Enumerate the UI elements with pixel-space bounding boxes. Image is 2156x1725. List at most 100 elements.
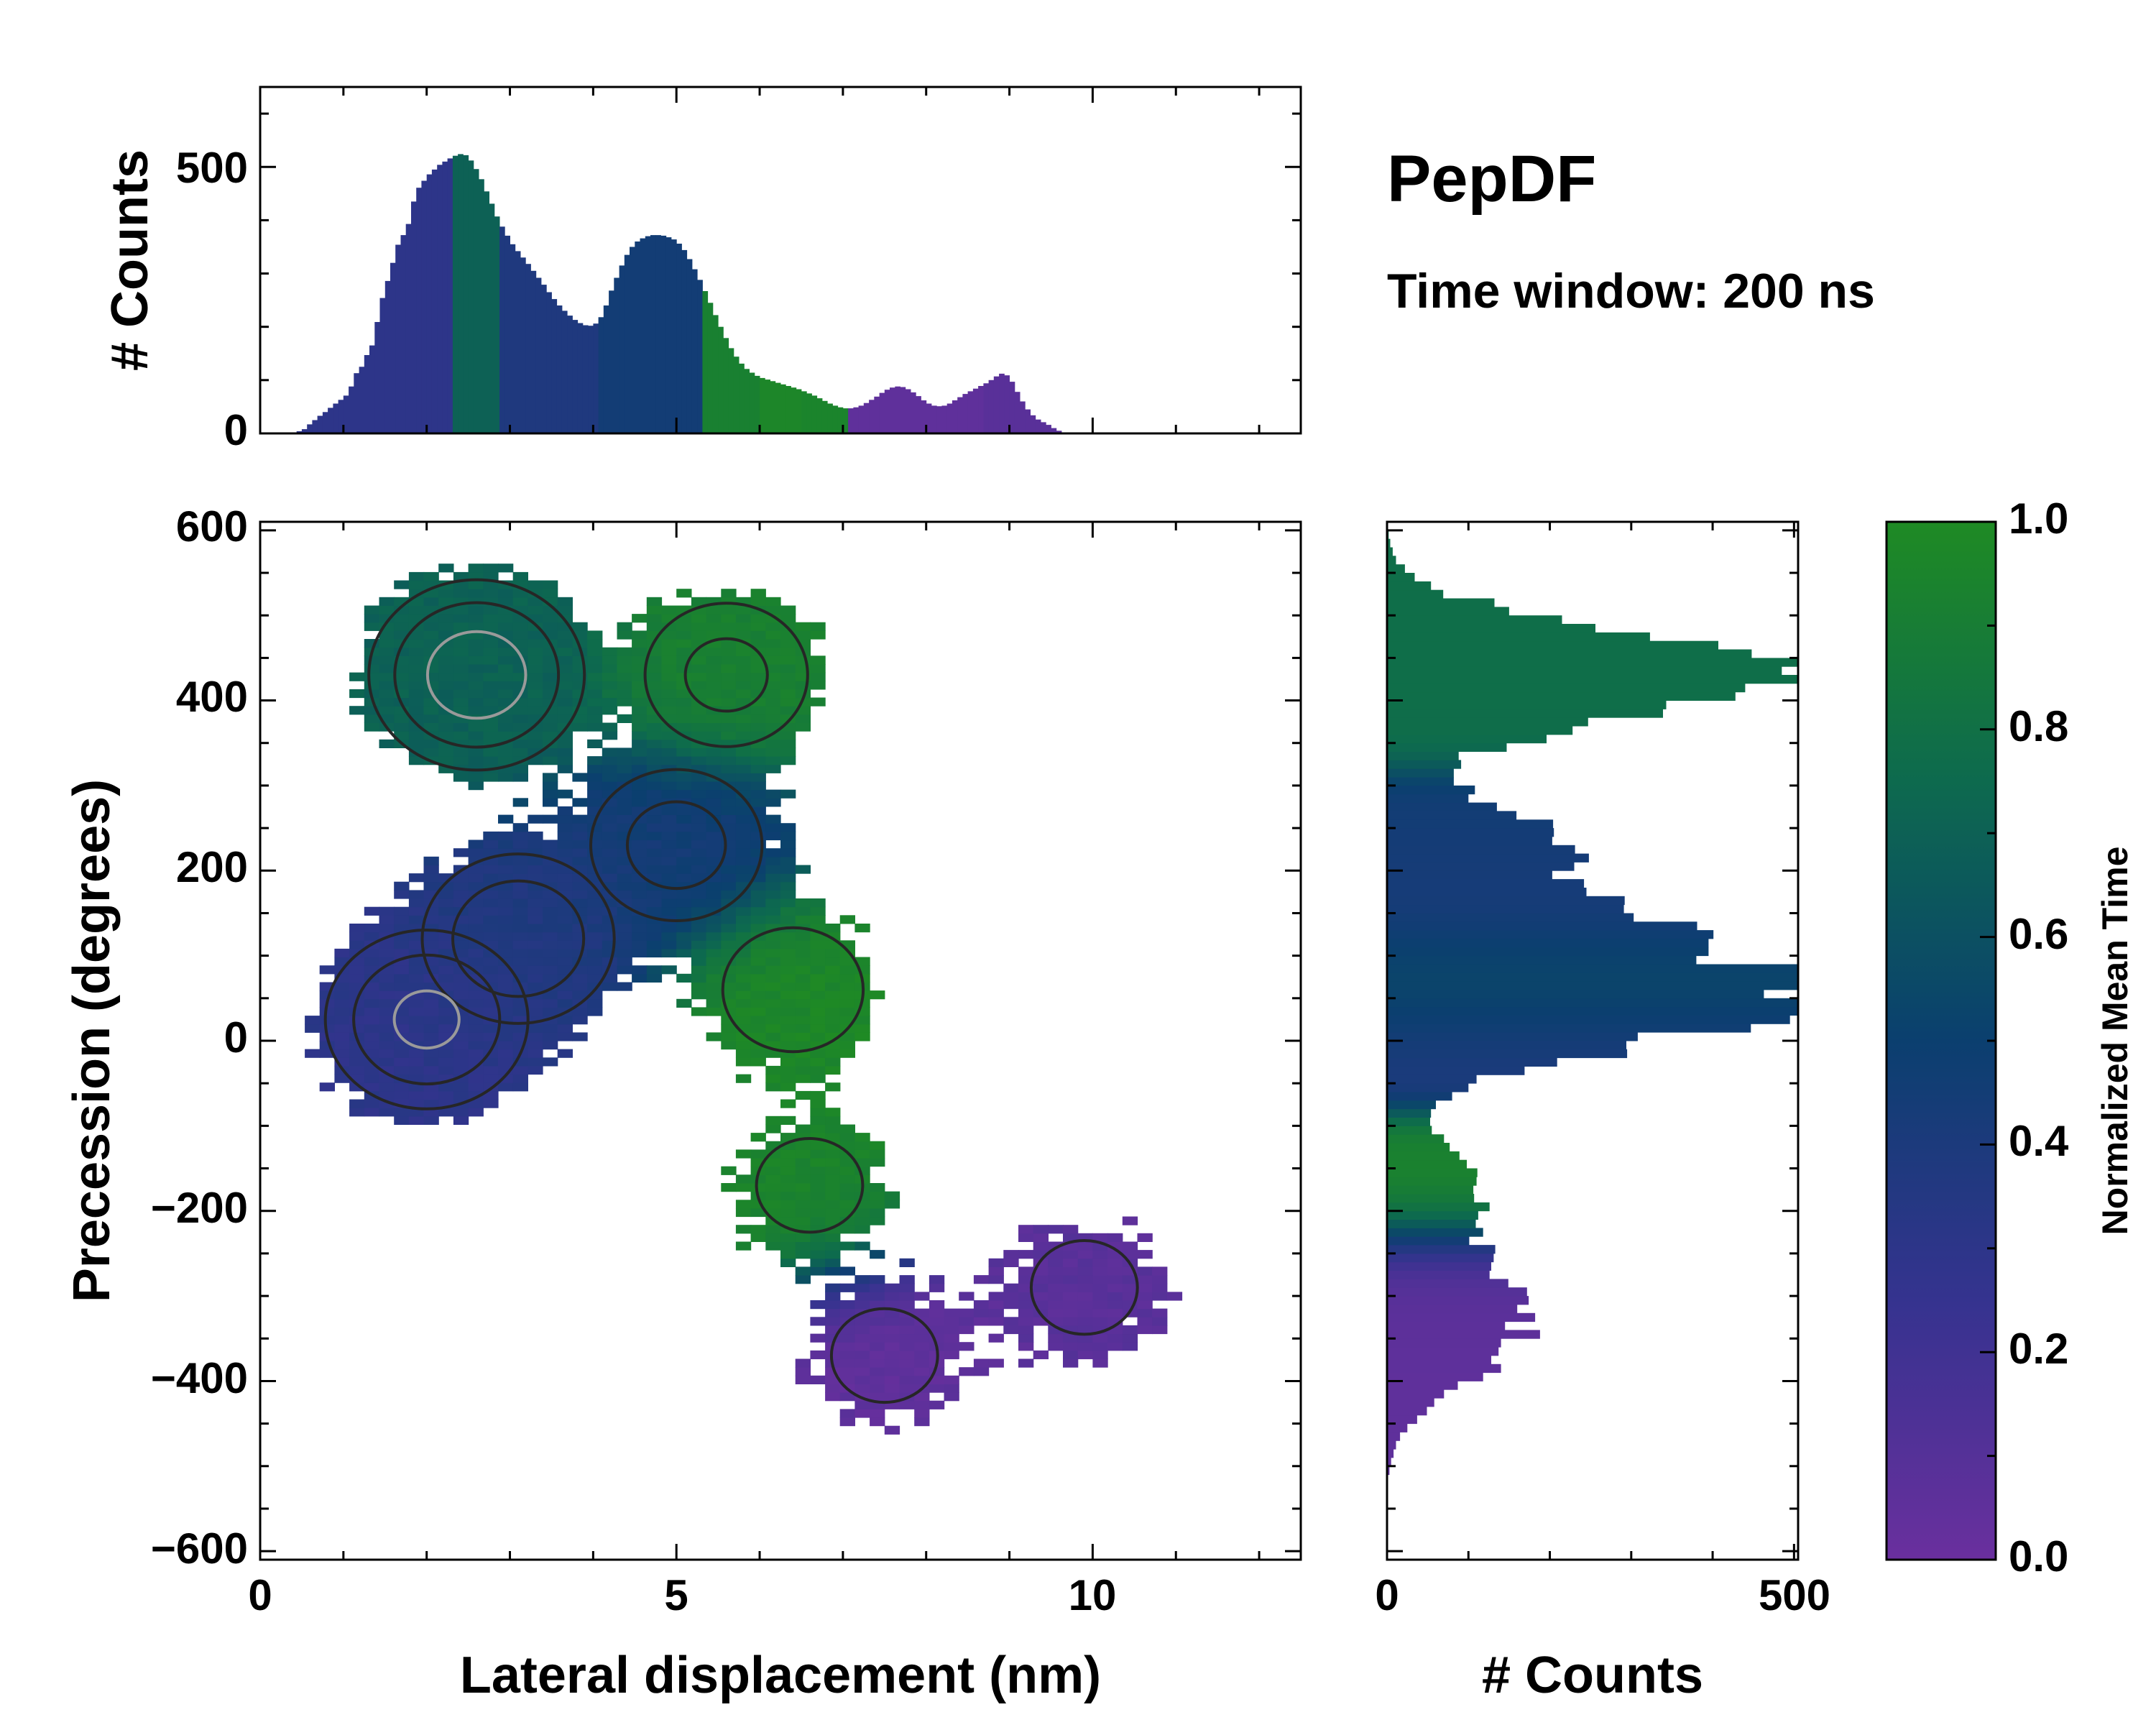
heatmap-cell xyxy=(735,1032,752,1041)
top-histogram-bar xyxy=(411,201,417,433)
right-histogram-bar xyxy=(1387,1245,1496,1254)
heatmap-cell xyxy=(721,647,737,656)
heatmap-cell xyxy=(810,1250,826,1259)
heatmap-cell xyxy=(661,647,677,656)
heatmap-cell xyxy=(839,1049,855,1058)
heatmap-cell xyxy=(706,614,722,623)
heatmap-cell xyxy=(750,630,766,640)
heatmap-cell xyxy=(453,605,469,615)
heatmap-cell xyxy=(423,915,439,924)
heatmap-cell xyxy=(453,881,469,891)
heatmap-cell xyxy=(884,1300,900,1310)
heatmap-cell xyxy=(884,1333,900,1343)
heatmap-cell xyxy=(1107,1258,1123,1267)
heatmap-cell xyxy=(706,982,722,991)
heatmap-cell xyxy=(632,890,648,899)
right-histogram-bar xyxy=(1387,742,1507,752)
heatmap-cell xyxy=(765,823,781,832)
heatmap-cell xyxy=(810,982,826,991)
heatmap-cell xyxy=(735,982,752,991)
top-histogram-bar xyxy=(702,291,709,433)
heatmap-cell xyxy=(721,689,737,699)
heatmap-cell xyxy=(1092,1300,1108,1310)
heatmap-cell xyxy=(721,664,737,673)
heatmap-cell xyxy=(543,840,558,849)
heatmap-cell xyxy=(661,630,677,640)
heatmap-cell xyxy=(1048,1300,1064,1310)
top-histogram: 0 500 # Counts xyxy=(101,86,1302,454)
heatmap-cells xyxy=(305,564,1183,1435)
heatmap-cell xyxy=(691,848,707,857)
heatmap-cell xyxy=(735,1041,752,1050)
heatmap-cell xyxy=(632,823,648,832)
heatmap-cell xyxy=(379,1082,395,1092)
heatmap-cell xyxy=(617,814,632,824)
heatmap-cell xyxy=(735,1049,752,1058)
right-histogram-bar xyxy=(1387,913,1634,922)
heatmap-cell xyxy=(765,664,781,673)
heatmap-cell xyxy=(884,1425,900,1435)
right-histogram-bar xyxy=(1387,1083,1469,1092)
heatmap-cell xyxy=(706,948,722,958)
top-histogram-bar xyxy=(609,290,614,433)
heatmap-cell xyxy=(408,957,425,966)
heatmap-cell xyxy=(632,932,648,941)
heatmap-cell xyxy=(676,873,692,883)
heatmap-cell xyxy=(870,1317,885,1326)
heatmap-cell xyxy=(750,1007,766,1016)
heatmap-cell xyxy=(780,1065,796,1075)
right-histogram-bar xyxy=(1387,564,1405,574)
top-histogram-bar xyxy=(967,391,974,433)
heatmap-cell xyxy=(884,1358,900,1368)
heatmap-cell xyxy=(691,614,707,623)
heatmap-cell xyxy=(780,1258,796,1267)
heatmap-cell xyxy=(632,756,648,765)
heatmap-cell xyxy=(676,697,692,707)
heatmap-cell xyxy=(1092,1308,1108,1317)
heatmap-cell xyxy=(1048,1266,1064,1276)
heatmap-cell xyxy=(810,957,826,966)
heatmap-cell xyxy=(408,1049,425,1058)
heatmap-cell xyxy=(512,932,528,941)
heatmap-cell xyxy=(617,789,632,799)
heatmap-cell xyxy=(899,1292,915,1301)
top-histogram-bar xyxy=(541,285,547,433)
heatmap-cell xyxy=(1077,1283,1093,1292)
heatmap-cell xyxy=(899,1358,915,1368)
heatmap-cell xyxy=(394,622,410,631)
heatmap-cell xyxy=(676,756,692,765)
heatmap-cell xyxy=(572,622,588,631)
heatmap-cell xyxy=(795,714,811,723)
top-histogram-bar xyxy=(614,277,619,433)
heatmap-cell xyxy=(646,865,663,874)
heatmap-cell xyxy=(483,924,499,933)
heatmap-cell xyxy=(810,998,826,1008)
heatmap-cell xyxy=(825,1049,841,1058)
heatmap-cell xyxy=(1152,1292,1168,1301)
heatmap-cell xyxy=(468,748,484,757)
heatmap-cell xyxy=(765,1158,781,1167)
heatmap-cell xyxy=(661,756,677,765)
heatmap-cell xyxy=(765,622,781,631)
right-histogram-bar xyxy=(1387,556,1396,565)
top-histogram-bar xyxy=(577,323,584,433)
heatmap-cell xyxy=(706,1007,722,1016)
top-histogram-bar xyxy=(359,367,365,433)
heatmap-cell xyxy=(780,1200,796,1209)
right-histogram-bar xyxy=(1387,1024,1751,1033)
top-histogram-bar xyxy=(905,389,911,433)
top-histogram-bar xyxy=(624,254,630,433)
heatmap-cell xyxy=(483,865,499,874)
heatmap-cell xyxy=(632,764,648,773)
heatmap-cell xyxy=(750,714,766,723)
heatmap-cell xyxy=(557,932,573,941)
heatmap-cell xyxy=(483,656,499,665)
heatmap-cell xyxy=(870,1384,885,1393)
heatmap-cell xyxy=(795,865,811,874)
heatmap-cell xyxy=(423,1032,439,1041)
heatmap-cell xyxy=(364,1108,380,1117)
heatmap-cell xyxy=(795,982,811,991)
heatmap-cell xyxy=(973,1367,990,1376)
heatmap-cell xyxy=(870,1333,885,1343)
top-histogram-bar xyxy=(395,244,401,433)
